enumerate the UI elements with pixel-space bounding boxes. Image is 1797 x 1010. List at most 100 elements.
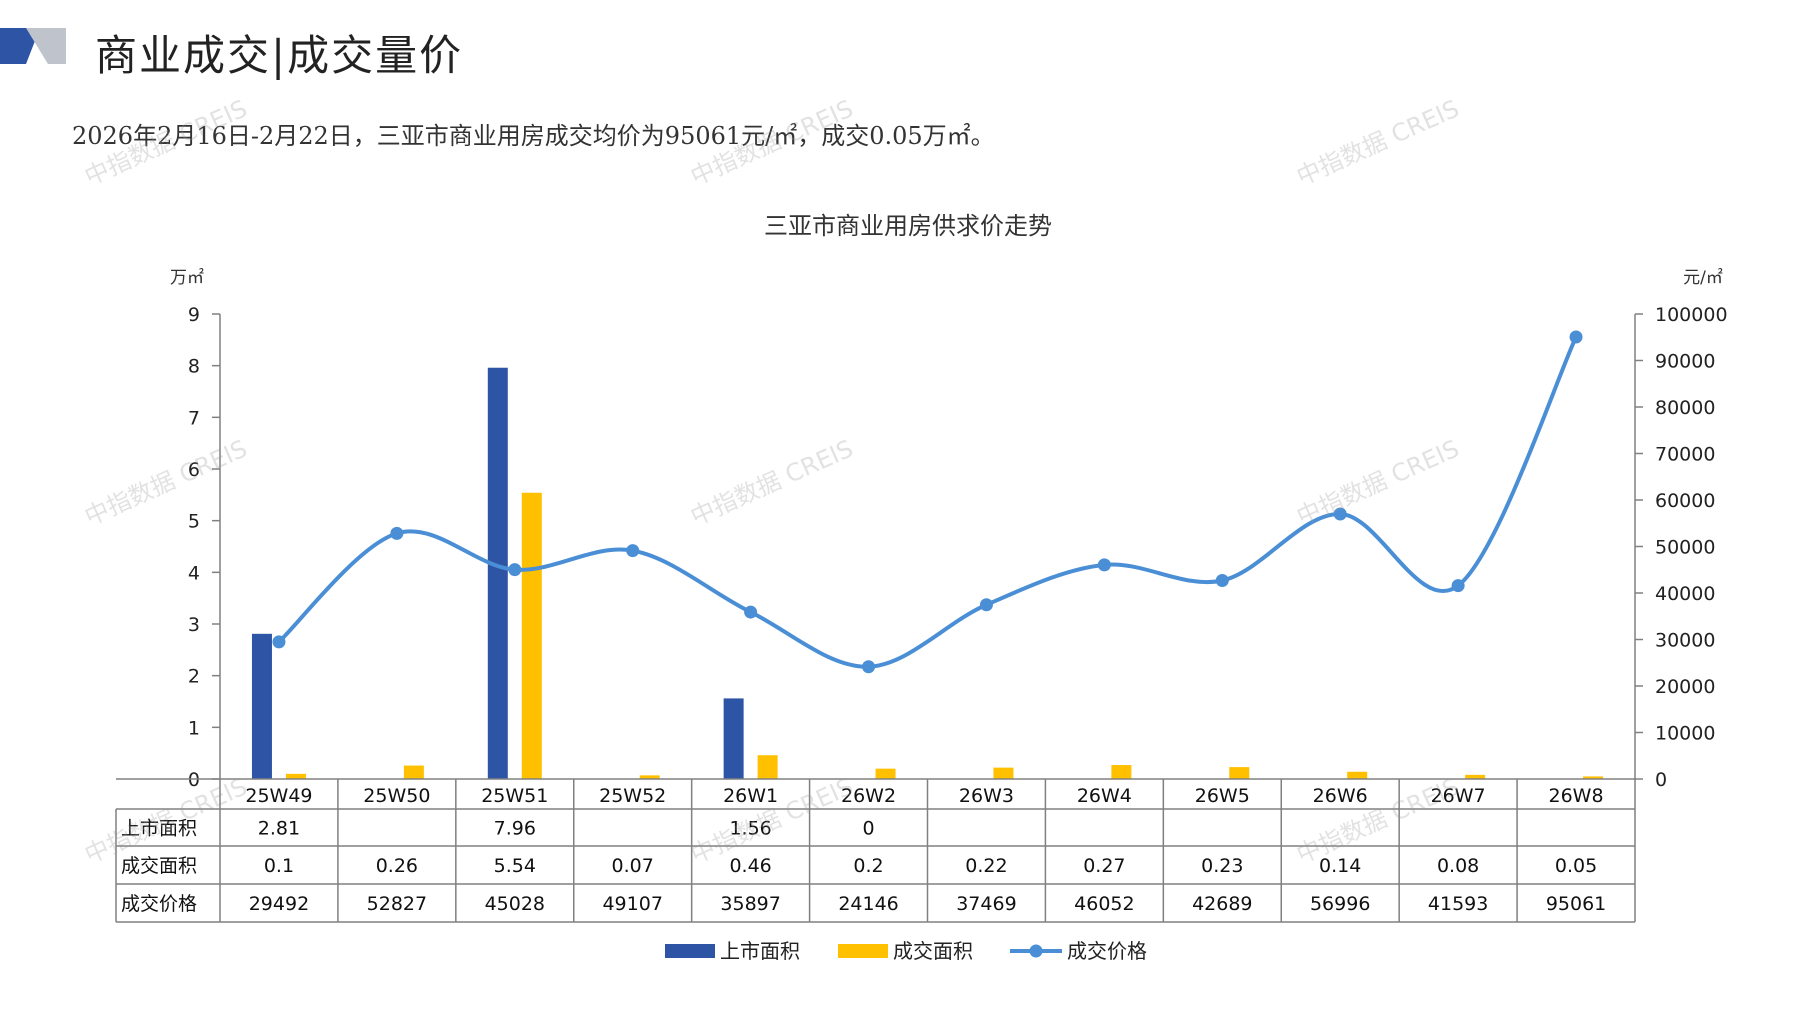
x-category-label: 25W49 bbox=[245, 785, 312, 807]
table-data-label: 5.54 bbox=[494, 855, 536, 877]
left-tick-label: 9 bbox=[188, 304, 200, 326]
right-tick-label: 90000 bbox=[1655, 351, 1715, 373]
table-data-label: 0.07 bbox=[612, 855, 654, 877]
table-data-label: 95061 bbox=[1546, 893, 1606, 915]
right-tick-label: 0 bbox=[1655, 769, 1667, 791]
price-point bbox=[1097, 558, 1111, 572]
x-category-label: 26W3 bbox=[959, 785, 1014, 807]
right-tick-label: 80000 bbox=[1655, 397, 1715, 419]
x-category-label: 25W50 bbox=[363, 785, 430, 807]
table-data-label: 0.1 bbox=[264, 855, 294, 877]
table-data-label: 2.81 bbox=[258, 818, 300, 840]
left-tick-label: 1 bbox=[188, 717, 200, 739]
table-data-label: 37469 bbox=[956, 893, 1016, 915]
price-point bbox=[508, 563, 522, 577]
price-point bbox=[390, 526, 404, 540]
right-tick-label: 70000 bbox=[1655, 444, 1715, 466]
left-tick-label: 4 bbox=[188, 562, 200, 584]
deal-area-bar bbox=[757, 755, 778, 779]
legend-swatch-supply bbox=[665, 944, 715, 958]
x-category-label: 26W7 bbox=[1431, 785, 1486, 807]
x-category-label: 26W2 bbox=[841, 785, 896, 807]
left-tick-label: 7 bbox=[188, 407, 200, 429]
supply-area-bar bbox=[487, 367, 508, 779]
x-category-label: 26W4 bbox=[1077, 785, 1132, 807]
left-tick-label: 6 bbox=[188, 459, 200, 481]
header-decoration bbox=[0, 28, 66, 64]
price-point bbox=[272, 635, 286, 649]
left-axis-unit: 万㎡ bbox=[170, 268, 204, 288]
table-data-label: 29492 bbox=[249, 893, 309, 915]
price-point bbox=[1215, 573, 1229, 587]
price-point bbox=[744, 605, 758, 619]
table-data-label: 0.08 bbox=[1437, 855, 1479, 877]
table-data-label: 46052 bbox=[1074, 893, 1134, 915]
table-data-label: 0.23 bbox=[1201, 855, 1243, 877]
legend-label-supply: 上市面积 bbox=[720, 939, 800, 963]
right-axis-unit: 元/㎡ bbox=[1683, 268, 1723, 288]
table-data-label: 0.22 bbox=[965, 855, 1007, 877]
table-data-label: 41593 bbox=[1428, 893, 1488, 915]
left-tick-label: 8 bbox=[188, 356, 200, 378]
deal-area-bar bbox=[403, 765, 424, 779]
table-data-label: 49107 bbox=[602, 893, 662, 915]
table-data-label: 52827 bbox=[367, 893, 427, 915]
deal-area-bar bbox=[1347, 771, 1368, 779]
x-category-label: 25W52 bbox=[599, 785, 666, 807]
legend-label-deal-area: 成交面积 bbox=[893, 939, 973, 963]
left-tick-label: 3 bbox=[188, 614, 200, 636]
price-point bbox=[1569, 330, 1583, 344]
deal-area-bar bbox=[993, 767, 1014, 779]
left-tick-label: 2 bbox=[188, 666, 200, 688]
price-point bbox=[1333, 507, 1347, 521]
table-data-label: 0.26 bbox=[376, 855, 418, 877]
table-row-header: 成交面积 bbox=[121, 855, 197, 877]
table-data-label: 0.14 bbox=[1319, 855, 1361, 877]
price-line bbox=[277, 336, 1578, 669]
table-row-header: 成交价格 bbox=[121, 893, 197, 915]
supply-area-bar bbox=[251, 633, 272, 779]
table-data-label: 45028 bbox=[485, 893, 545, 915]
deal-area-bar bbox=[521, 492, 542, 779]
chart-title: 三亚市商业用房供求价走势 bbox=[764, 212, 1052, 240]
table-row-header: 上市面积 bbox=[121, 818, 197, 840]
table-data-label: 42689 bbox=[1192, 893, 1252, 915]
table-data-label: 0 bbox=[862, 818, 874, 840]
deal-area-bar bbox=[639, 775, 660, 779]
right-tick-label: 20000 bbox=[1655, 676, 1715, 698]
deal-area-bar bbox=[875, 768, 896, 779]
deal-area-bar bbox=[1583, 776, 1604, 779]
x-category-label: 26W1 bbox=[723, 785, 778, 807]
price-point bbox=[1451, 579, 1465, 593]
deal-area-bar bbox=[1111, 765, 1132, 779]
table-data-label: 24146 bbox=[838, 893, 898, 915]
left-tick-label: 5 bbox=[188, 511, 200, 533]
deal-area-bar bbox=[1229, 767, 1250, 779]
x-category-label: 26W6 bbox=[1313, 785, 1368, 807]
price-point bbox=[979, 598, 993, 612]
x-category-label: 25W51 bbox=[481, 785, 548, 807]
table-data-label: 0.2 bbox=[853, 855, 883, 877]
table-data-label: 0.05 bbox=[1555, 855, 1597, 877]
supply-area-bar bbox=[723, 698, 744, 779]
right-tick-label: 60000 bbox=[1655, 490, 1715, 512]
table-data-label: 35897 bbox=[720, 893, 780, 915]
right-tick-label: 100000 bbox=[1655, 304, 1728, 326]
table-data-label: 0.46 bbox=[729, 855, 771, 877]
legend-label-price: 成交价格 bbox=[1067, 939, 1147, 963]
x-category-label: 26W8 bbox=[1549, 785, 1604, 807]
right-tick-label: 30000 bbox=[1655, 630, 1715, 652]
page-title: 商业成交|成交量价 bbox=[95, 31, 464, 80]
right-tick-label: 50000 bbox=[1655, 537, 1715, 559]
legend-swatch-price-point bbox=[1029, 944, 1043, 958]
legend-swatch-deal-area bbox=[838, 944, 888, 958]
price-point bbox=[626, 544, 640, 558]
right-tick-label: 10000 bbox=[1655, 723, 1715, 745]
left-tick-label: 0 bbox=[188, 769, 200, 791]
deal-area-bar bbox=[1465, 774, 1486, 779]
x-category-label: 26W5 bbox=[1195, 785, 1250, 807]
summary-text: 2026年2月16日-2月22日，三亚市商业用房成交均价为95061元/㎡，成交… bbox=[72, 122, 995, 150]
table-data-label: 7.96 bbox=[494, 818, 536, 840]
table-data-label: 1.56 bbox=[729, 818, 771, 840]
price-point bbox=[862, 660, 876, 674]
